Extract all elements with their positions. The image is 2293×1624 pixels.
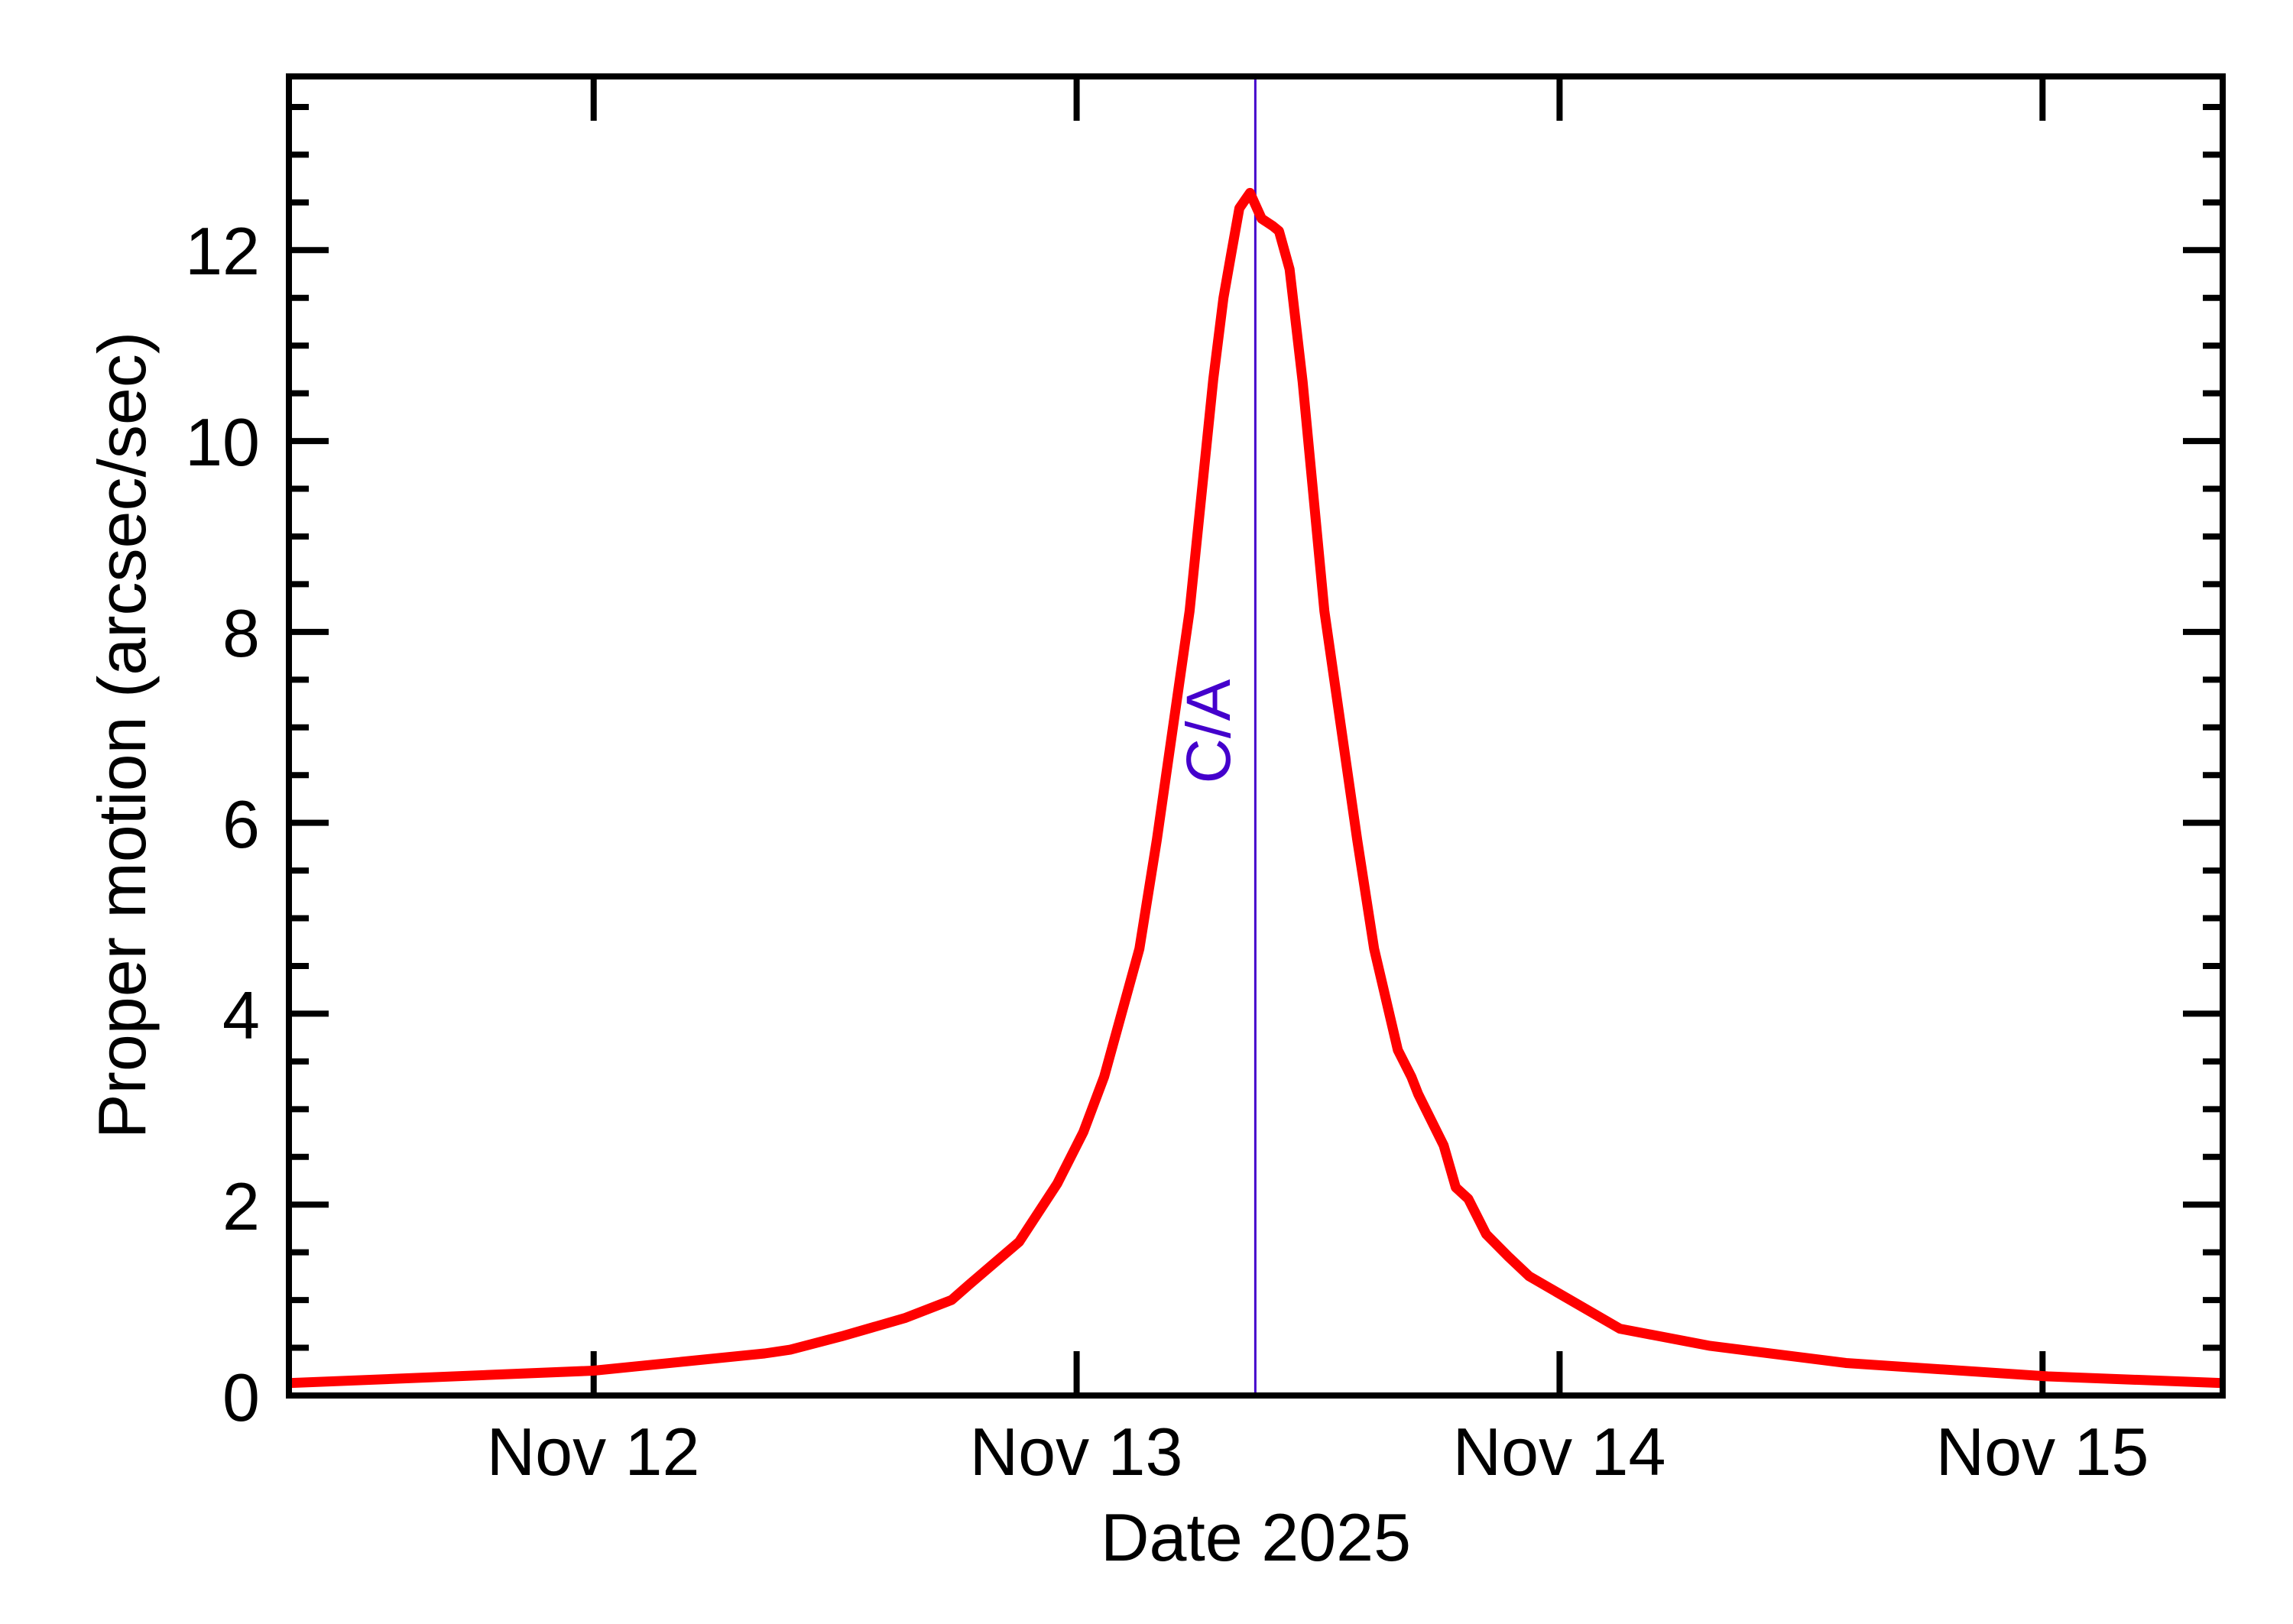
- axis-ticks: [289, 76, 2223, 1395]
- y-tick-label-0: 0: [222, 1360, 260, 1435]
- closest-approach-label: C/A: [1174, 679, 1244, 784]
- x-tick-label-nov12: Nov 12: [486, 1414, 700, 1489]
- x-tick-label-nov14: Nov 14: [1452, 1414, 1666, 1489]
- y-axis-title: Proper motion (arcsec/sec): [84, 331, 160, 1139]
- y-tick-label-10: 10: [185, 404, 260, 480]
- y-tick-label-2: 2: [222, 1169, 260, 1244]
- x-tick-label-nov15: Nov 15: [1935, 1414, 2149, 1489]
- plot-frame: [286, 73, 2226, 1399]
- y-tick-label-4: 4: [222, 977, 260, 1053]
- y-tick-label-6: 6: [222, 786, 260, 862]
- x-tick-label-nov13: Nov 13: [969, 1414, 1183, 1489]
- x-axis-title: Date 2025: [1100, 1499, 1412, 1575]
- y-tick-label-12: 12: [185, 213, 260, 289]
- y-tick-label-8: 8: [222, 595, 260, 671]
- proper-motion-curve: [288, 187, 2223, 1389]
